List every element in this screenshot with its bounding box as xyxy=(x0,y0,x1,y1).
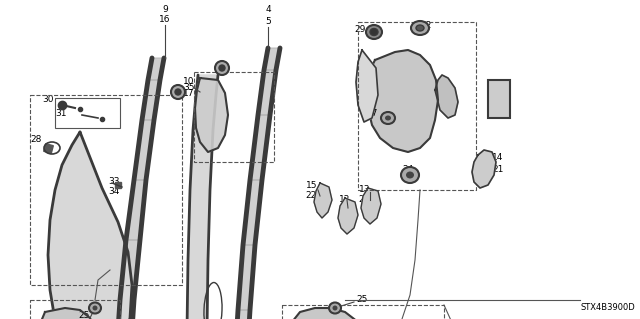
Text: 10: 10 xyxy=(182,78,194,86)
Ellipse shape xyxy=(175,89,181,95)
Ellipse shape xyxy=(93,306,97,310)
Ellipse shape xyxy=(215,61,229,75)
Ellipse shape xyxy=(89,302,101,314)
Polygon shape xyxy=(142,80,160,120)
Text: STX4B3900D: STX4B3900D xyxy=(580,303,635,312)
Polygon shape xyxy=(472,150,496,188)
Text: 15: 15 xyxy=(305,181,317,189)
Polygon shape xyxy=(314,183,332,218)
Polygon shape xyxy=(285,308,366,319)
Ellipse shape xyxy=(385,115,391,121)
Ellipse shape xyxy=(381,112,395,124)
Text: 8: 8 xyxy=(332,303,337,313)
Bar xyxy=(358,22,476,190)
Polygon shape xyxy=(361,188,381,224)
Text: 25: 25 xyxy=(78,310,90,319)
Ellipse shape xyxy=(333,306,337,310)
Ellipse shape xyxy=(370,28,378,35)
Text: 4: 4 xyxy=(265,5,271,14)
Ellipse shape xyxy=(366,25,382,39)
Polygon shape xyxy=(338,198,358,234)
Polygon shape xyxy=(116,300,134,319)
Text: 35: 35 xyxy=(183,84,195,93)
Polygon shape xyxy=(234,310,250,319)
Text: 19: 19 xyxy=(339,205,350,214)
Ellipse shape xyxy=(401,167,419,183)
Text: 34: 34 xyxy=(109,188,120,197)
Text: 21: 21 xyxy=(492,165,504,174)
Text: 9: 9 xyxy=(162,5,168,14)
Text: 24: 24 xyxy=(402,166,413,174)
Text: 29: 29 xyxy=(355,26,366,34)
Ellipse shape xyxy=(416,25,424,31)
Polygon shape xyxy=(134,120,154,180)
Text: 30: 30 xyxy=(42,95,54,105)
Bar xyxy=(30,95,182,285)
Text: 25: 25 xyxy=(356,295,367,305)
Text: 22: 22 xyxy=(306,191,317,201)
Ellipse shape xyxy=(219,65,225,71)
Text: 13: 13 xyxy=(358,186,370,195)
Polygon shape xyxy=(238,245,255,310)
Ellipse shape xyxy=(171,85,185,99)
Polygon shape xyxy=(126,180,146,240)
Polygon shape xyxy=(148,58,164,80)
Polygon shape xyxy=(367,50,438,152)
Bar xyxy=(282,305,444,319)
Text: 12: 12 xyxy=(339,196,350,204)
Text: 26: 26 xyxy=(215,63,227,72)
Bar xyxy=(488,80,510,118)
Polygon shape xyxy=(258,70,276,115)
Bar xyxy=(194,72,274,162)
Text: 23: 23 xyxy=(491,84,502,93)
Polygon shape xyxy=(38,308,98,319)
Ellipse shape xyxy=(406,172,414,179)
Polygon shape xyxy=(356,50,378,122)
Text: 27: 27 xyxy=(367,109,378,118)
Ellipse shape xyxy=(329,302,341,314)
Text: 31: 31 xyxy=(56,108,67,117)
Text: 5: 5 xyxy=(265,18,271,26)
Bar xyxy=(30,300,120,319)
Text: 32: 32 xyxy=(420,20,431,29)
Text: 17: 17 xyxy=(182,88,194,98)
Polygon shape xyxy=(264,48,280,70)
Polygon shape xyxy=(187,75,258,319)
Polygon shape xyxy=(120,240,140,300)
Polygon shape xyxy=(243,180,262,245)
Polygon shape xyxy=(250,115,270,180)
Text: 14: 14 xyxy=(492,153,504,162)
Polygon shape xyxy=(48,132,132,319)
Ellipse shape xyxy=(411,21,429,35)
Bar xyxy=(55,98,120,128)
Text: 16: 16 xyxy=(159,16,171,25)
Polygon shape xyxy=(435,75,458,118)
Text: 33: 33 xyxy=(109,177,120,187)
Text: 20: 20 xyxy=(358,196,370,204)
Text: 28: 28 xyxy=(31,136,42,145)
Polygon shape xyxy=(195,78,228,152)
